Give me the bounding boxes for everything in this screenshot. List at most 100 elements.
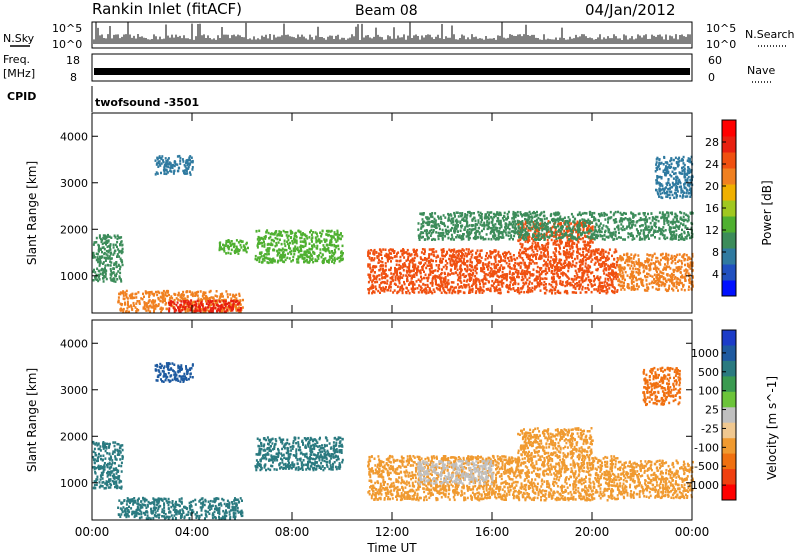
data-cell — [203, 293, 205, 296]
data-cell — [677, 289, 679, 292]
data-cell — [576, 245, 578, 248]
data-cell — [190, 173, 192, 176]
data-cell — [485, 282, 487, 285]
data-cell — [292, 256, 294, 258]
data-cell — [380, 260, 382, 263]
data-cell — [524, 264, 526, 267]
data-cell — [105, 236, 107, 239]
data-cell — [681, 260, 683, 263]
data-cell — [323, 249, 325, 252]
data-cell — [604, 265, 606, 268]
data-cell — [213, 297, 215, 300]
data-cell — [454, 256, 456, 258]
data-cell — [680, 172, 682, 175]
data-cell — [371, 257, 373, 260]
data-cell — [499, 267, 501, 270]
data-cell — [659, 270, 661, 273]
data-cell — [135, 296, 137, 299]
data-cell — [176, 163, 178, 166]
data-cell — [475, 282, 477, 285]
data-cell — [628, 256, 630, 258]
data-cell — [674, 258, 676, 261]
data-cell — [219, 300, 221, 303]
data-cell — [337, 257, 339, 260]
data-cell — [114, 235, 116, 238]
data-cell — [498, 255, 500, 257]
data-cell — [487, 268, 489, 271]
data-cell — [524, 266, 526, 269]
data-cell — [582, 248, 584, 251]
data-cell — [478, 262, 480, 265]
data-cell — [407, 290, 409, 293]
data-cell — [281, 243, 283, 246]
data-cell — [656, 257, 658, 260]
data-cell — [556, 272, 558, 275]
data-cell — [568, 256, 570, 259]
data-cell — [334, 257, 336, 260]
data-cell — [431, 253, 433, 256]
data-cell — [665, 165, 667, 168]
data-cell — [101, 268, 103, 271]
data-cell — [590, 260, 592, 263]
data-cell — [666, 266, 668, 269]
data-cell — [483, 285, 485, 288]
data-cell — [558, 234, 560, 237]
data-cell — [277, 252, 279, 255]
data-cell — [375, 251, 377, 254]
data-cell — [539, 267, 541, 270]
data-cell — [222, 244, 224, 247]
data-cell — [219, 249, 221, 252]
data-cell — [304, 250, 306, 253]
data-cell — [461, 262, 463, 265]
data-cell — [275, 231, 277, 234]
data-cell — [653, 282, 655, 285]
data-cell — [414, 257, 416, 260]
data-cell — [575, 265, 577, 268]
data-cell — [632, 267, 634, 270]
data-cell — [537, 266, 539, 269]
data-cell — [595, 269, 597, 272]
data-cell — [429, 248, 431, 251]
data-cell — [584, 232, 586, 235]
data-cell — [688, 170, 690, 173]
data-cell — [538, 271, 540, 274]
data-cell — [682, 256, 684, 259]
data-cell — [155, 159, 157, 162]
data-cell — [417, 228, 419, 231]
data-cell — [280, 254, 282, 257]
data-cell — [261, 242, 263, 245]
data-cell — [403, 269, 405, 272]
data-cell — [687, 265, 689, 268]
data-cell — [577, 257, 579, 260]
data-cell — [685, 179, 687, 182]
data-cell — [587, 287, 589, 290]
data-cell — [547, 239, 549, 242]
data-cell — [422, 283, 424, 286]
data-cell — [118, 293, 120, 296]
data-cell — [311, 259, 313, 262]
data-cell — [309, 243, 311, 246]
data-cell — [411, 288, 413, 291]
data-cell — [284, 254, 286, 257]
data-cell — [447, 272, 449, 275]
data-cell — [283, 230, 285, 233]
data-cell — [588, 279, 590, 282]
data-cell — [582, 251, 584, 254]
data-cell — [322, 230, 324, 233]
data-cell — [587, 241, 589, 244]
data-cell — [684, 289, 686, 292]
data-cell — [311, 234, 313, 237]
data-cell — [537, 242, 539, 245]
data-cell — [656, 158, 658, 161]
data-cell — [155, 173, 157, 176]
nsky-tick-top: 10^5 — [52, 22, 82, 35]
data-cell — [623, 266, 625, 269]
data-cell — [617, 259, 619, 262]
data-cell — [282, 248, 284, 251]
data-cell — [331, 256, 333, 259]
data-cell — [651, 282, 653, 285]
data-cell — [659, 182, 661, 185]
data-cell — [401, 286, 403, 289]
data-cell — [261, 255, 263, 258]
data-cell — [98, 275, 100, 278]
